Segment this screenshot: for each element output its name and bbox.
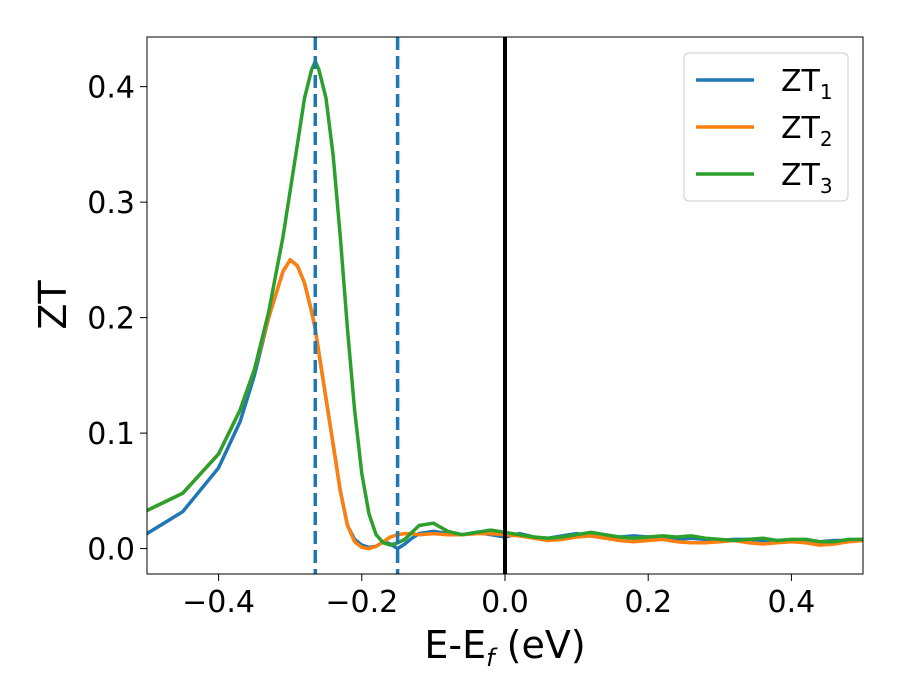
x-tick-label: 0.0 <box>481 585 529 620</box>
x-tick-label: 0.4 <box>768 585 816 620</box>
x-axis-title: E-Ef (eV) <box>424 623 585 672</box>
series-line-3 <box>147 59 863 547</box>
x-tick-label: 0.2 <box>624 585 672 620</box>
x-tick-label: −0.2 <box>325 585 398 620</box>
y-tick-label: 0.1 <box>87 417 135 452</box>
legend-label-2: ZT2 <box>781 111 833 151</box>
legend-label-3: ZT3 <box>781 158 833 198</box>
plot-area <box>147 37 863 574</box>
x-axis-title-main: E-E <box>424 623 486 667</box>
x-tick-label: −0.4 <box>182 585 255 620</box>
y-tick-label: 0.3 <box>87 186 135 221</box>
legend: ZT1 ZT2 ZT3 <box>683 52 849 202</box>
x-axis-title-unit: (eV) <box>507 623 586 667</box>
y-tick-label: 0.2 <box>87 302 135 337</box>
y-tick-label: 0.0 <box>87 533 135 568</box>
y-tick-label: 0.4 <box>87 71 135 106</box>
axes: −0.4 −0.2 0.0 0.2 0.4 0.0 0.1 0.2 0.3 0.4 <box>87 36 864 620</box>
legend-label-1: ZT1 <box>781 64 833 104</box>
y-axis-title: ZT <box>31 280 75 330</box>
legend-box <box>683 52 849 202</box>
